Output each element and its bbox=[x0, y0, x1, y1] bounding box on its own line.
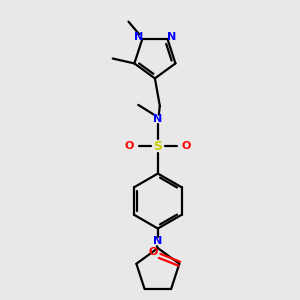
Text: O: O bbox=[148, 247, 158, 257]
Text: O: O bbox=[125, 141, 134, 151]
Text: N: N bbox=[134, 32, 143, 42]
Text: O: O bbox=[182, 141, 191, 151]
Text: N: N bbox=[153, 114, 163, 124]
Text: N: N bbox=[153, 236, 163, 246]
Text: S: S bbox=[153, 140, 162, 153]
Text: N: N bbox=[167, 32, 176, 42]
